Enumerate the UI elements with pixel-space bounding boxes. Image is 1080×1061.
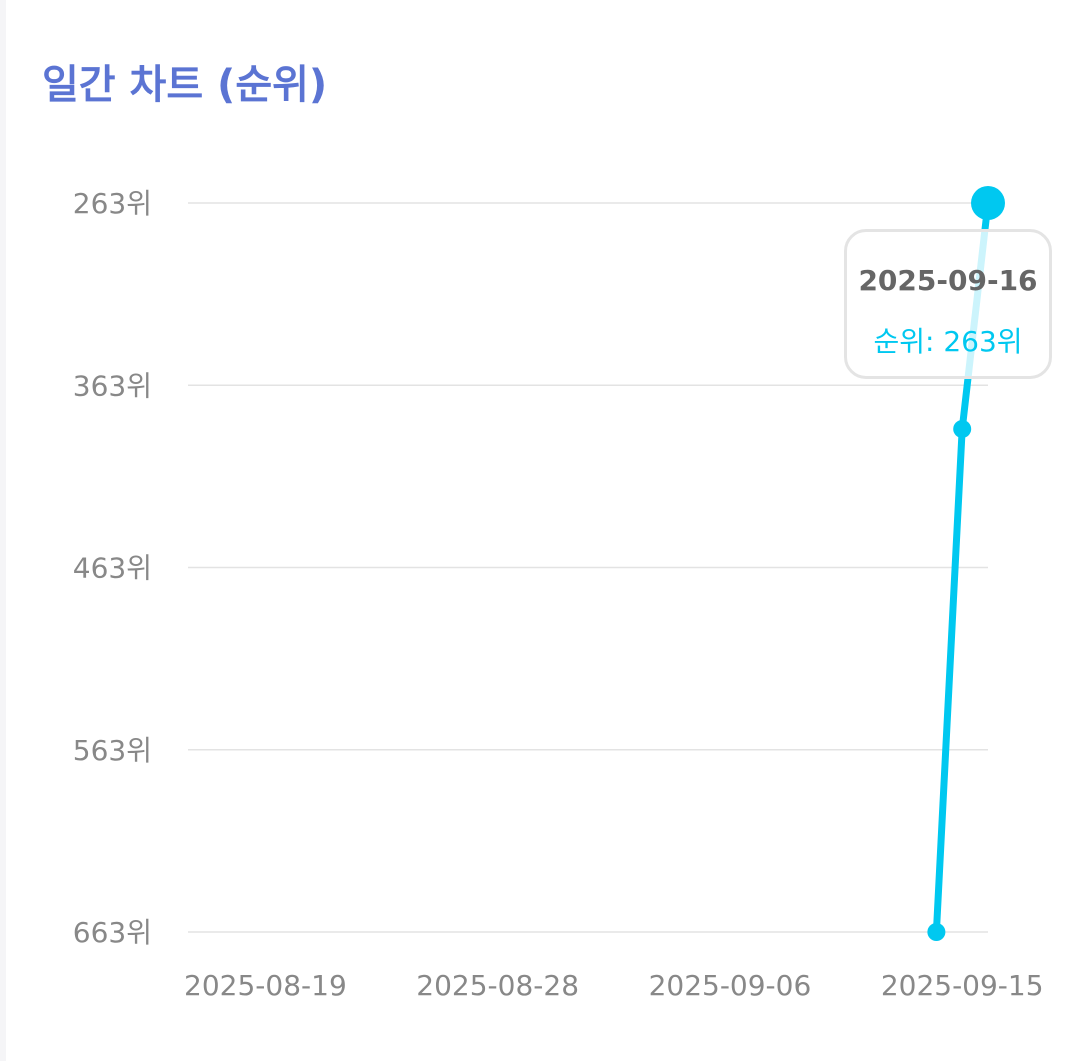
rank-line-chart[interactable]: 263위 363위 463위 563위 663위 2025-08-19 2025-08-2… [6,0,1080,1061]
y-tick-label: 363위 [73,369,152,402]
grid-lines [188,202,988,933]
x-axis-ticks: 2025-08-19 2025-08-28 2025-09-06 2025-09-15 [184,969,1044,1002]
x-tick-label: 2025-08-19 [184,969,347,1002]
x-tick-label: 2025-08-28 [416,969,579,1002]
y-tick-label: 263위 [73,187,152,220]
chart-tooltip: 2025-09-16 순위: 263위 [844,229,1052,379]
x-tick-label: 2025-09-15 [881,969,1044,1002]
tooltip-value: 순위: 263위 [873,325,1023,358]
data-point[interactable] [953,419,972,438]
highlighted-data-point[interactable] [971,186,1005,220]
tooltip-series-label: 순위 [873,325,925,358]
chart-title: 일간 차트 (순위) [42,62,328,108]
y-tick-label: 463위 [73,552,152,585]
x-tick-label: 2025-09-06 [649,969,812,1002]
tooltip-date: 2025-09-16 [858,264,1038,297]
y-axis-ticks: 263위 363위 463위 563위 663위 [73,187,152,949]
y-tick-label: 663위 [73,916,152,949]
data-point[interactable] [927,923,946,941]
y-tick-label: 563위 [73,734,152,767]
tooltip-value-text: 263위 [943,325,1023,358]
